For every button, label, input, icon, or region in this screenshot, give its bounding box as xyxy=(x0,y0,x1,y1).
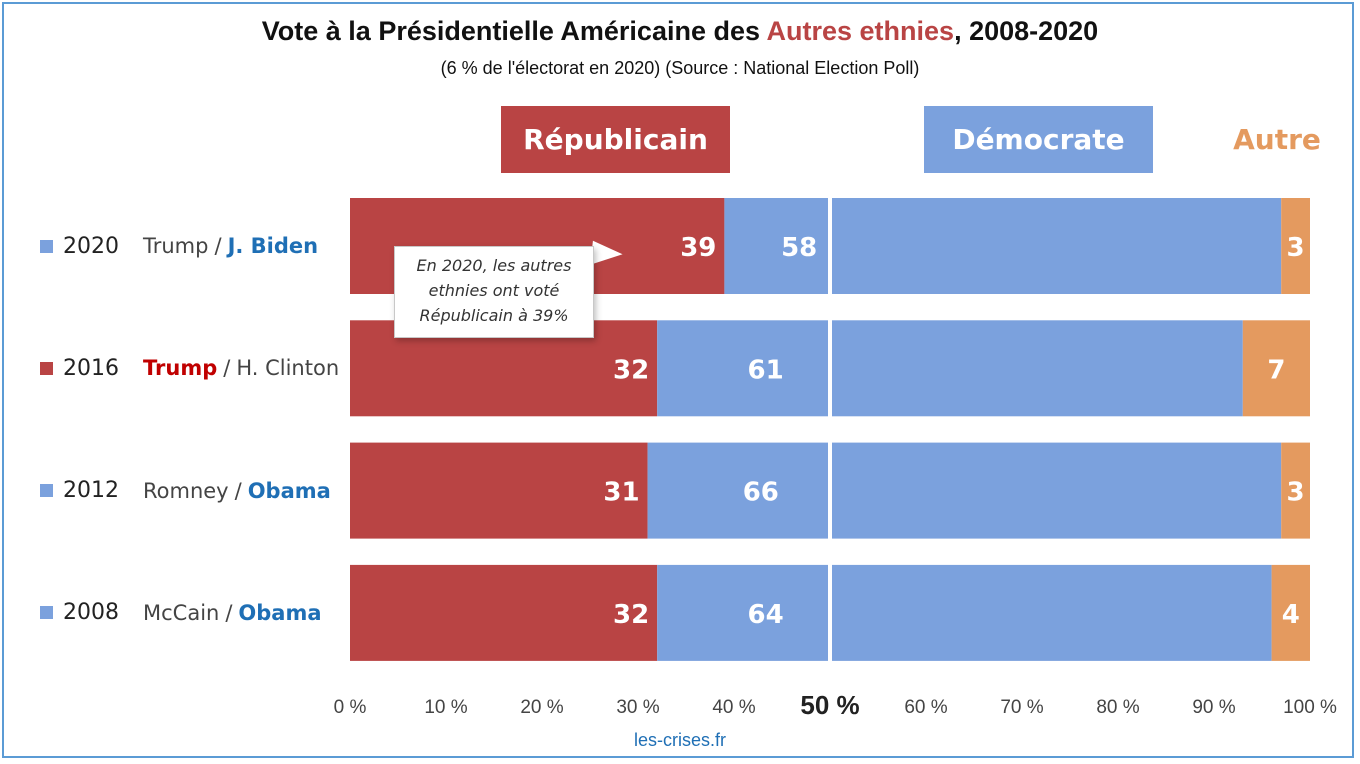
democrat-candidate: J. Biden xyxy=(227,234,319,258)
row-year: 2008 xyxy=(63,600,119,626)
row-label-2012: 2012 Romney / Obama xyxy=(40,476,331,506)
bar-other-2012 xyxy=(1281,442,1310,539)
bar-republican-2008 xyxy=(350,564,658,661)
data-label-democrat-2012: 66 xyxy=(743,478,779,508)
bar-republican-2012 xyxy=(350,442,648,539)
republican-candidate: Romney xyxy=(143,478,229,503)
data-label-democrat-2016: 61 xyxy=(748,355,784,385)
x-tick-label: 40 % xyxy=(712,697,755,718)
bar-other-2020 xyxy=(1281,198,1310,294)
midline-50 xyxy=(828,192,832,668)
data-label-other-2008: 4 xyxy=(1282,600,1300,630)
row-swatch xyxy=(40,239,53,253)
data-label-other-2020: 3 xyxy=(1287,233,1305,263)
legend-other: Autre xyxy=(1233,123,1321,156)
x-tick-label: 70 % xyxy=(1000,697,1043,718)
chart-title: Vote à la Présidentielle Américaine des … xyxy=(0,16,1360,47)
x-tick-label: 80 % xyxy=(1096,697,1139,718)
candidate-separator: / xyxy=(234,478,242,503)
data-label-democrat-2008: 64 xyxy=(748,600,784,630)
title-prefix: Vote à la Présidentielle Américaine des xyxy=(261,16,767,46)
x-tick-label: 30 % xyxy=(616,697,659,718)
row-year: 2012 xyxy=(63,478,119,504)
data-label-democrat-2020: 58 xyxy=(781,233,817,263)
candidate-separator: / xyxy=(223,356,231,381)
row-swatch xyxy=(40,606,53,620)
legend-republican: Républicain xyxy=(501,106,730,173)
bar-other-2016 xyxy=(1242,320,1310,417)
x-tick-label: 90 % xyxy=(1192,697,1235,718)
title-suffix: , 2008-2020 xyxy=(954,16,1099,46)
bar-democrat-2008 xyxy=(657,564,1272,661)
chart-subtitle: (6 % de l'électorat en 2020) (Source : N… xyxy=(440,58,920,78)
data-label-other-2016: 7 xyxy=(1267,355,1285,385)
row-year: 2020 xyxy=(63,233,119,259)
data-label-republican-2020: 39 xyxy=(680,233,716,263)
row-swatch xyxy=(40,484,53,498)
x-tick-label: 10 % xyxy=(424,697,467,718)
democrat-candidate: Obama xyxy=(238,600,322,625)
x-tick-label: 60 % xyxy=(904,697,947,718)
bar-democrat-2012 xyxy=(647,442,1282,539)
row-label-2020: 2020 Trump / J. Biden xyxy=(40,231,318,261)
democrat-candidate: Obama xyxy=(247,478,331,503)
footer-source: les-crises.fr xyxy=(633,730,726,750)
title-highlight: Autres ethnies xyxy=(766,16,955,46)
data-label-republican-2012: 31 xyxy=(603,478,639,508)
x-tick-label: 0 % xyxy=(334,697,367,718)
bar-other-2008 xyxy=(1271,564,1310,661)
x-tick-label: 50 % xyxy=(800,690,859,720)
republican-candidate: Trump xyxy=(143,356,218,381)
x-tick-label: 20 % xyxy=(520,697,563,718)
democrat-candidate: H. Clinton xyxy=(236,356,340,381)
candidate-separator: / xyxy=(225,600,233,625)
row-label-2008: 2008 McCain / Obama xyxy=(40,598,322,628)
republican-candidate: Trump xyxy=(143,234,209,258)
bar-democrat-2016 xyxy=(657,320,1243,417)
x-tick-label: 100 % xyxy=(1283,697,1337,718)
row-swatch xyxy=(40,361,53,375)
row-label-2016: 2016 Trump / H. Clinton xyxy=(40,353,339,383)
data-label-other-2012: 3 xyxy=(1287,478,1305,508)
annotation-callout: En 2020, les autres ethnies ont voté Rép… xyxy=(394,246,594,338)
data-label-republican-2008: 32 xyxy=(613,600,649,630)
candidate-separator: / xyxy=(214,234,222,258)
legend-democrat: Démocrate xyxy=(924,106,1153,173)
row-year: 2016 xyxy=(63,355,119,381)
bar-democrat-2020 xyxy=(724,198,1282,294)
data-label-republican-2016: 32 xyxy=(613,355,649,385)
republican-candidate: McCain xyxy=(143,600,220,625)
